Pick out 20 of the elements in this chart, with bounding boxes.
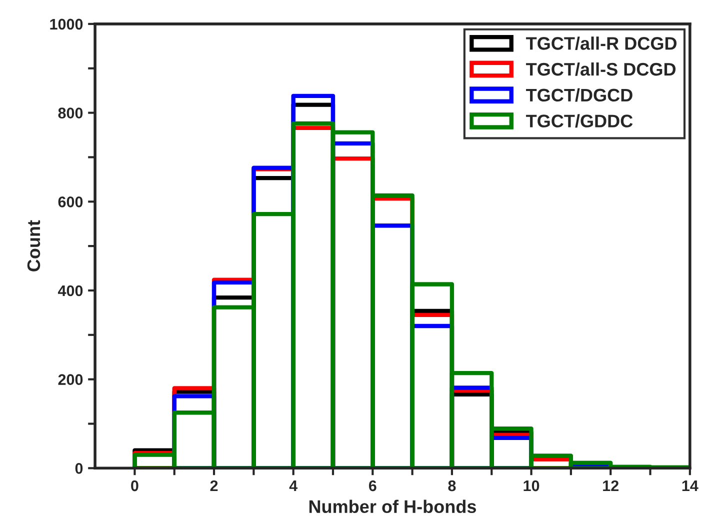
x-tick-label: 2 — [210, 480, 218, 492]
y-tick-label: 600 — [58, 196, 83, 208]
y-tick-label: 800 — [58, 108, 83, 118]
x-tick-label: 8 — [448, 480, 456, 492]
y-tick-label: 200 — [58, 374, 83, 385]
y-axis-title: Count — [27, 220, 40, 272]
legend-label: TGCT/all-S DCGD — [526, 62, 676, 76]
y-tick-label: 0 — [75, 463, 83, 474]
x-tick-label: 12 — [603, 480, 618, 492]
x-tick-label: 6 — [368, 480, 376, 492]
x-tick-label: 10 — [524, 480, 540, 492]
legend-label: TGCT/all-R DCGD — [526, 36, 677, 50]
y-tick-label: 1000 — [50, 18, 83, 30]
x-axis-title: Number of H-bonds — [309, 500, 476, 514]
x-tick-label: 4 — [289, 480, 298, 492]
legend-label: TGCT/GDDC — [526, 114, 633, 128]
x-tick-label: 14 — [682, 480, 698, 492]
x-tick-label: 0 — [131, 480, 138, 492]
y-tick-label: 400 — [58, 285, 83, 296]
legend-label: TGCT/DGCD — [526, 88, 632, 102]
